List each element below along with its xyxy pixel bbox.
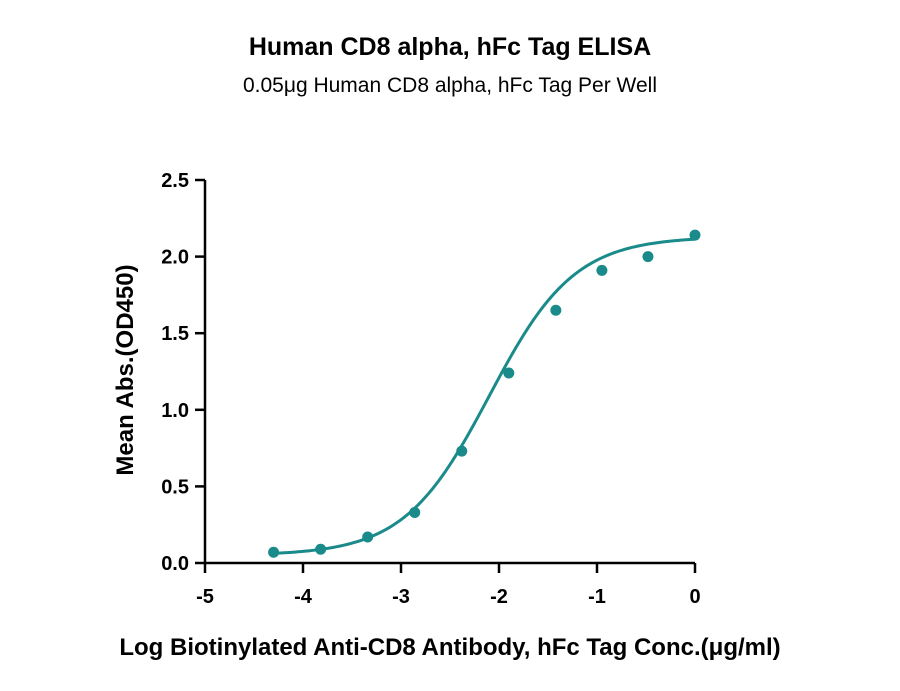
x-tick-label: -3 [392, 586, 410, 608]
data-point [456, 445, 468, 457]
x-tick-label: -4 [294, 586, 313, 608]
data-point [362, 531, 374, 543]
y-tick-label: 0.0 [161, 553, 189, 575]
data-points-layer [268, 229, 701, 558]
data-point [642, 251, 654, 263]
y-tick-label: 1.0 [161, 400, 189, 422]
data-point [689, 229, 701, 241]
y-axis-title: Mean Abs.(OD450) [112, 264, 139, 475]
axes [203, 180, 695, 565]
y-tick-label: 2.5 [161, 170, 189, 192]
tick-marks: 0.0 0.5 1.0 1.5 2.0 2.5 -5 -4 -3 -2 -1 0 [161, 170, 700, 608]
data-point [596, 264, 608, 276]
y-tick-label: 0.5 [161, 476, 189, 498]
data-point [503, 367, 515, 379]
x-tick-label: 0 [689, 586, 700, 608]
fit-curve-layer [273, 237, 696, 555]
data-point [550, 304, 562, 316]
chart-title: Human CD8 alpha, hFc Tag ELISA [248, 33, 652, 61]
data-point [268, 546, 280, 558]
chart-subtitle: 0.05μg Human CD8 alpha, hFc Tag Per Well [242, 74, 658, 97]
data-point [315, 543, 327, 555]
x-axis-title: Log Biotinylated Anti-CD8 Antibody, hFc … [119, 634, 780, 661]
y-tick-label: 2.0 [161, 247, 189, 269]
x-tick-label: -5 [196, 586, 214, 608]
y-tick-label: 1.5 [161, 323, 189, 345]
data-point [409, 506, 421, 518]
x-tick-label: -2 [490, 586, 508, 608]
fit-curve [273, 237, 696, 555]
x-tick-label: -1 [588, 586, 606, 608]
